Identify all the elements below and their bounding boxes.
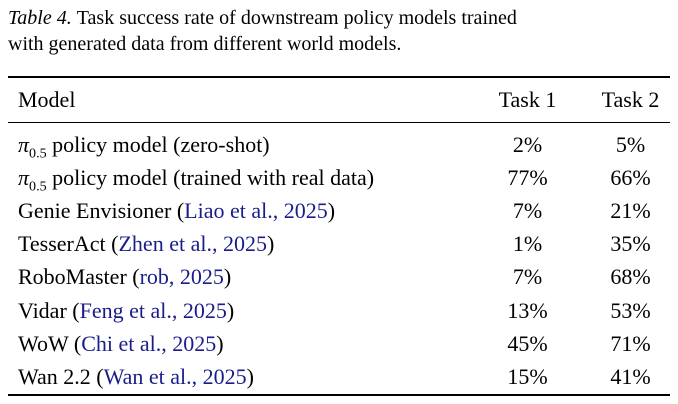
- model-name: Wan 2.2 (: [18, 363, 104, 389]
- results-table: Model Task 1 Task 2 π0.5 policy model (z…: [8, 76, 670, 396]
- paren-close: ): [216, 330, 224, 356]
- model-cell: Vidar (Feng et al., 2025): [8, 294, 464, 327]
- model-name: WoW (: [18, 330, 82, 356]
- model-name: policy model (trained with real data): [46, 164, 375, 190]
- model-cell: RoboMaster (rob, 2025): [8, 261, 464, 294]
- col-header-task2: Task 2: [591, 77, 670, 123]
- task1-cell: 13%: [507, 297, 548, 323]
- paren-close: ): [226, 297, 235, 323]
- task2-cell: 35%: [610, 231, 651, 257]
- table-row: Genie Envisioner (Liao et al., 2025) 7% …: [8, 194, 670, 227]
- task2-cell: 66%: [610, 164, 651, 190]
- task2-cell: 71%: [610, 330, 651, 356]
- pi-symbol: π: [18, 131, 30, 157]
- pi-symbol: π: [18, 164, 30, 190]
- citation-link[interactable]: Wan et al., 2025: [103, 363, 247, 389]
- table-row: Vidar (Feng et al., 2025) 13% 53%: [8, 294, 670, 327]
- header-row: Model Task 1 Task 2: [8, 77, 670, 123]
- table-row: π0.5 policy model (zero-shot) 2% 5%: [8, 123, 670, 162]
- task2-cell: 41%: [610, 363, 651, 389]
- task2-cell: 53%: [610, 297, 651, 323]
- model-cell: TesserAct (Zhen et al., 2025): [8, 228, 464, 261]
- model-cell: π0.5 policy model (zero-shot): [8, 123, 464, 162]
- citation-link[interactable]: Feng et al., 2025: [79, 297, 227, 323]
- paren-close: ): [266, 231, 275, 257]
- col-header-model: Model: [8, 77, 464, 123]
- paren-close: ): [246, 363, 254, 389]
- citation-link[interactable]: rob, 2025: [139, 264, 224, 290]
- model-cell: π0.5 policy model (trained with real dat…: [8, 161, 464, 194]
- task1-cell: 15%: [507, 363, 548, 389]
- citation-link[interactable]: Chi et al., 2025: [81, 330, 217, 356]
- col-header-task1: Task 1: [464, 77, 591, 123]
- model-cell: Genie Envisioner (Liao et al., 2025): [8, 194, 464, 227]
- caption-label: Table 4.: [8, 7, 72, 29]
- caption-text: Task success rate of downstream policy m…: [8, 7, 517, 55]
- model-name: policy model (zero-shot): [46, 131, 270, 157]
- model-name: Genie Envisioner (: [18, 197, 185, 223]
- model-name: Vidar (: [18, 297, 80, 323]
- table-row: RoboMaster (rob, 2025) 7% 68%: [8, 261, 670, 294]
- model-name: RoboMaster (: [18, 264, 140, 290]
- paren-close: ): [223, 264, 232, 290]
- citation-link[interactable]: Zhen et al., 2025: [118, 231, 267, 257]
- task1-cell: 77%: [507, 164, 548, 190]
- task1-cell: 2%: [512, 131, 543, 157]
- model-name: TesserAct (: [18, 231, 119, 257]
- model-cell: Wan 2.2 (Wan et al., 2025): [8, 360, 464, 394]
- pi-subscript: 0.5: [29, 178, 47, 195]
- citation-link[interactable]: Liao et al., 2025: [184, 197, 328, 223]
- task2-cell: 5%: [615, 131, 646, 157]
- task1-cell: 1%: [512, 231, 543, 257]
- pi-subscript: 0.5: [29, 144, 47, 161]
- task2-cell: 21%: [610, 197, 651, 223]
- table-caption: Table 4. Task success rate of downstream …: [8, 5, 670, 57]
- paren-close: ): [327, 197, 336, 223]
- table-row: WoW (Chi et al., 2025) 45% 71%: [8, 327, 670, 360]
- table-row: TesserAct (Zhen et al., 2025) 1% 35%: [8, 228, 670, 261]
- task1-cell: 7%: [512, 197, 543, 223]
- table-row: π0.5 policy model (trained with real dat…: [8, 161, 670, 194]
- model-cell: WoW (Chi et al., 2025): [8, 327, 464, 360]
- task1-cell: 45%: [507, 330, 548, 356]
- task2-cell: 68%: [610, 264, 651, 290]
- task1-cell: 7%: [512, 264, 543, 290]
- table-row: Wan 2.2 (Wan et al., 2025) 15% 41%: [8, 360, 670, 394]
